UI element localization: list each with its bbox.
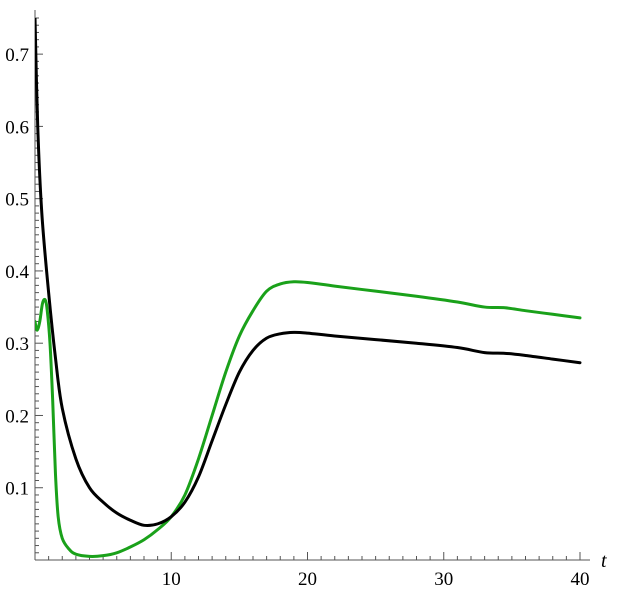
series-line-black: [35, 18, 582, 528]
y-tick-label: 0.6: [5, 117, 29, 138]
x-axis-label: t: [601, 550, 607, 572]
x-tick-label: 10: [162, 569, 181, 590]
y-tick-label: 0.3: [5, 334, 29, 355]
x-tick-label: 40: [571, 569, 590, 590]
y-tick-label: 0.4: [5, 262, 29, 283]
y-tick-label: 0.1: [5, 479, 29, 500]
ticks: 10 20 30 40 0.1 0.2 0.3 0.4 0.5 0.6 0.7: [5, 17, 590, 590]
x-tick-label: 30: [434, 569, 453, 590]
x-tick-label: 20: [298, 569, 317, 590]
y-tick-label: 0.5: [5, 190, 29, 211]
series-group: [35, 18, 582, 558]
series-line-green: [35, 280, 582, 558]
y-tick-label: 0.7: [5, 45, 29, 66]
y-tick-label: 0.2: [5, 406, 29, 427]
axes: [34, 10, 590, 561]
